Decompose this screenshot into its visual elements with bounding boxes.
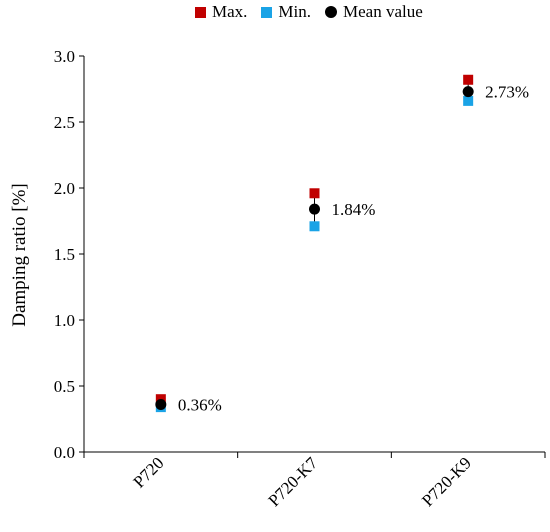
y-tick-label-2: 1.0: [54, 311, 75, 330]
y-tick-label-6: 3.0: [54, 47, 75, 66]
y-tick-label-5: 2.5: [54, 113, 75, 132]
x-tick-label-1: P720-K7: [264, 453, 321, 510]
point-max-2: [463, 74, 474, 85]
y-tick-label-1: 0.5: [54, 377, 75, 396]
data-label-2: 2.73%: [485, 83, 529, 102]
legend-marker-max: [195, 6, 206, 18]
legend-label-min: Min.: [278, 2, 312, 21]
point-min-1: [309, 221, 320, 232]
point-min-2: [463, 95, 474, 106]
point-meanvalue-2: [462, 86, 474, 98]
y-tick-label-0: 0.0: [54, 443, 75, 462]
data-label-0: 0.36%: [178, 395, 222, 414]
x-tick-label-2: P720-K9: [418, 453, 475, 510]
legend-marker-mean: [325, 6, 338, 18]
legend-label-max: Max.: [212, 2, 248, 21]
y-tick-label-3: 1.5: [54, 245, 75, 264]
y-tick-label-4: 2.0: [54, 179, 75, 198]
x-tick-label-0: P720: [130, 453, 168, 491]
point-meanvalue-0: [155, 398, 167, 410]
point-max-1: [309, 188, 320, 199]
legend-label-mean: Mean value: [343, 2, 423, 21]
legend-item-min: Min.: [261, 2, 311, 22]
legend-item-max: Max.: [195, 2, 247, 22]
data-label-1: 1.84%: [332, 200, 376, 219]
legend-marker-min: [261, 6, 273, 18]
point-meanvalue-1: [309, 203, 320, 215]
legend: Max. Min. Mean value: [195, 2, 423, 22]
legend-item-mean: Mean value: [325, 2, 423, 22]
